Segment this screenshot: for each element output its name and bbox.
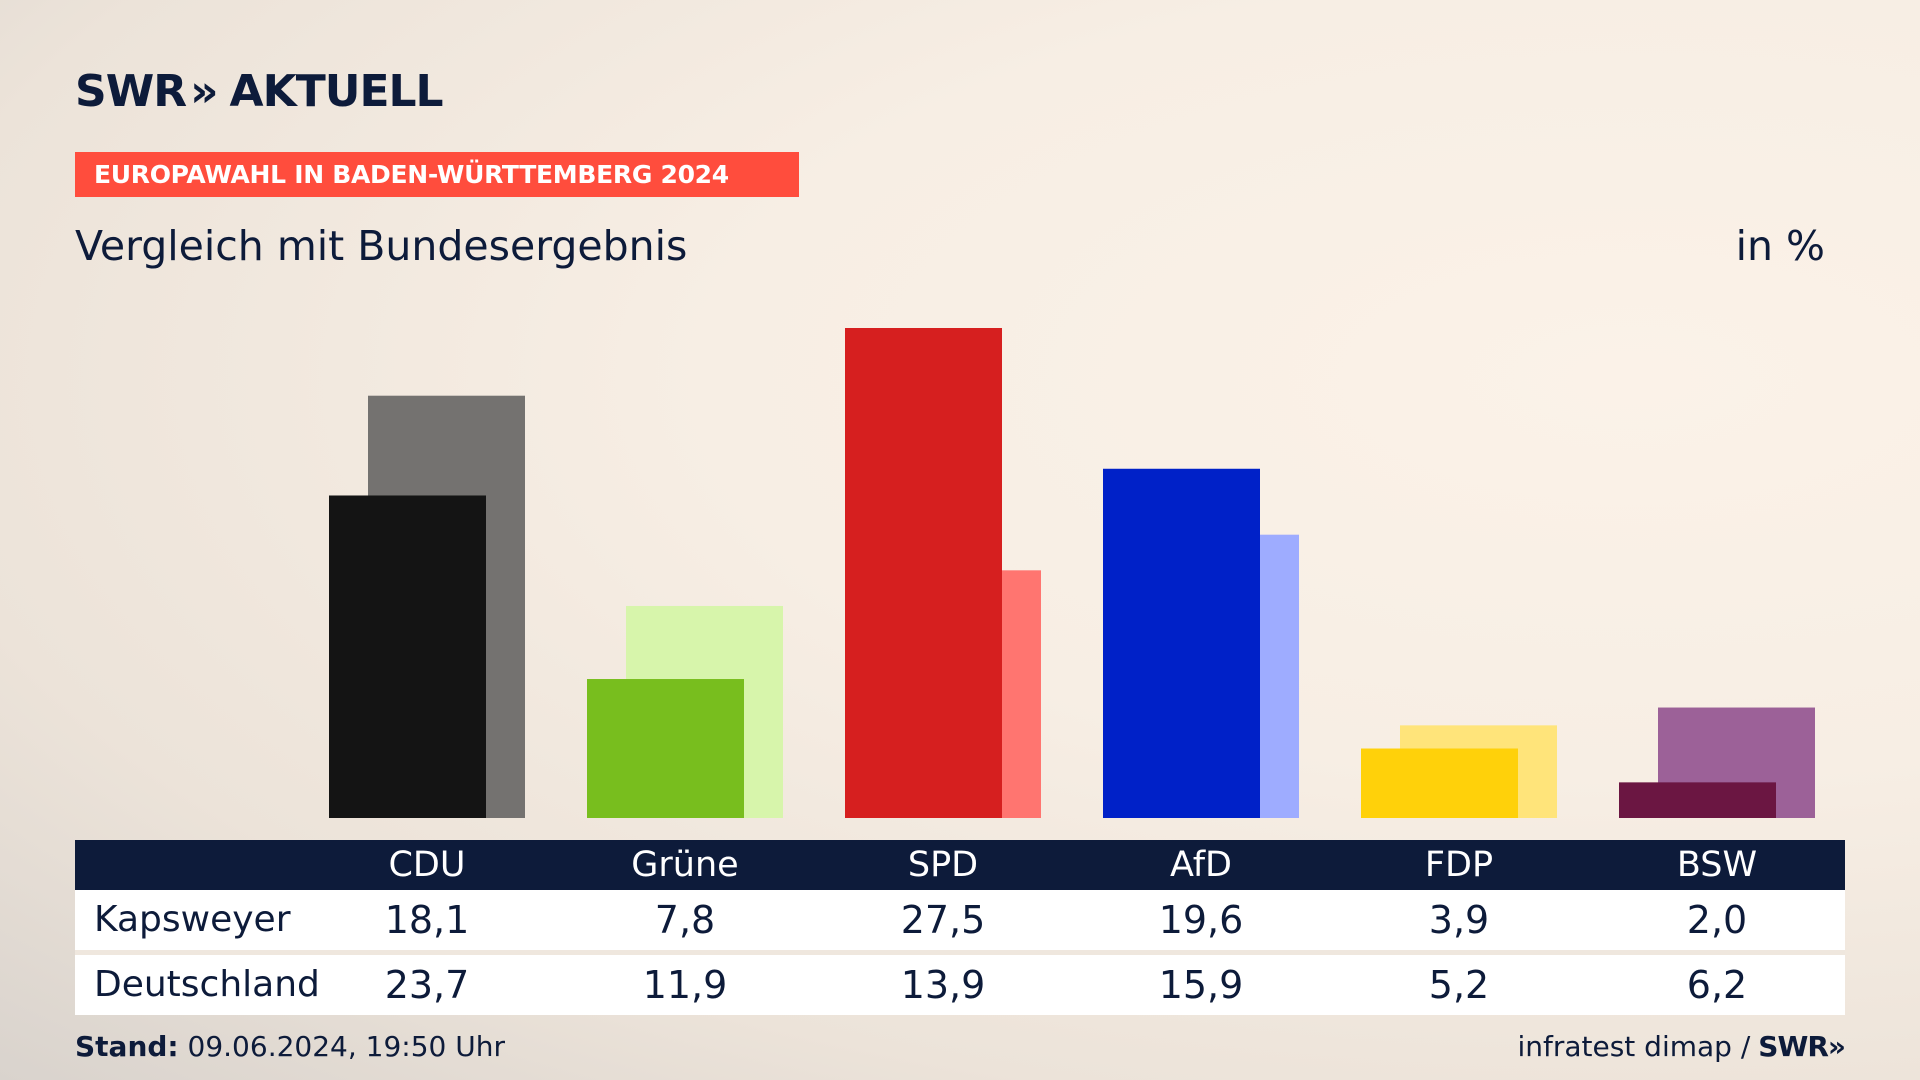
election-ribbon: EUROPAWAHL IN BADEN-WÜRTTEMBERG 2024	[75, 152, 799, 197]
bar-kapsweyer-gruene	[587, 679, 744, 818]
source-text: infratest dimap	[1517, 1030, 1732, 1063]
table-header: CDU Grüne SPD AfD FDP BSW	[75, 840, 1845, 890]
unit-label: in %	[1735, 222, 1825, 270]
bar-kapsweyer-cdu	[329, 495, 486, 818]
stand-value: 09.06.2024, 19:50 Uhr	[187, 1030, 505, 1063]
value-kapsweyer-bsw: 2,0	[1686, 898, 1748, 942]
value-deutschland-bsw: 6,2	[1686, 963, 1748, 1007]
value-kapsweyer-afd: 19,6	[1158, 898, 1244, 942]
bar-chart	[329, 328, 1815, 818]
category-label-cdu: CDU	[388, 845, 466, 885]
value-kapsweyer-fdp: 3,9	[1428, 898, 1490, 942]
logo-swr-text: SWR	[75, 65, 187, 117]
table-row: Deutschland 23,7 11,9 13,9 15,9 5,2 6,2	[75, 955, 1845, 1015]
timestamp: Stand: 09.06.2024, 19:50 Uhr	[75, 1030, 505, 1063]
value-kapsweyer-spd: 27,5	[900, 898, 986, 942]
value-deutschland-gruene: 11,9	[642, 963, 728, 1007]
value-deutschland-fdp: 5,2	[1428, 963, 1490, 1007]
bar-kapsweyer-afd	[1103, 468, 1260, 818]
swr-small-logo: SWR»	[1758, 1030, 1846, 1063]
value-deutschland-afd: 15,9	[1158, 963, 1244, 1007]
value-deutschland-cdu: 23,7	[384, 963, 470, 1007]
logo-aktuell-text: AKTUELL	[229, 65, 444, 117]
source-credit: infratest dimap / SWR»	[1517, 1030, 1846, 1063]
separator: /	[1740, 1030, 1751, 1063]
bar-kapsweyer-fdp	[1361, 748, 1518, 818]
bar-kapsweyer-bsw	[1619, 782, 1776, 818]
swr-small-text: SWR	[1758, 1030, 1829, 1063]
table-row: Kapsweyer 18,1 7,8 27,5 19,6 3,9 2,0	[75, 890, 1845, 955]
category-label-fdp: FDP	[1424, 845, 1494, 885]
swr-chevrons-icon: »	[1827, 1030, 1846, 1063]
chevrons-icon: »	[190, 65, 218, 117]
category-label-bsw: BSW	[1676, 845, 1758, 885]
row-label-deutschland: Deutschland	[94, 964, 320, 1005]
category-label-spd: SPD	[907, 845, 979, 885]
results-table: CDU Grüne SPD AfD FDP BSW Kapsweyer 18,1 7,8 27…	[75, 840, 1845, 1015]
chart-subtitle: Vergleich mit Bundesergebnis	[75, 222, 688, 270]
bar-kapsweyer-spd	[845, 328, 1002, 818]
stand-label: Stand:	[75, 1030, 179, 1063]
value-kapsweyer-gruene: 7,8	[654, 898, 716, 942]
value-kapsweyer-cdu: 18,1	[384, 898, 470, 942]
swr-aktuell-logo: SWR » AKTUELL	[75, 65, 444, 117]
category-label-gruene: Grüne	[631, 845, 739, 885]
value-deutschland-spd: 13,9	[900, 963, 986, 1007]
row-label-kapsweyer: Kapsweyer	[94, 899, 291, 940]
category-label-afd: AfD	[1170, 845, 1232, 885]
